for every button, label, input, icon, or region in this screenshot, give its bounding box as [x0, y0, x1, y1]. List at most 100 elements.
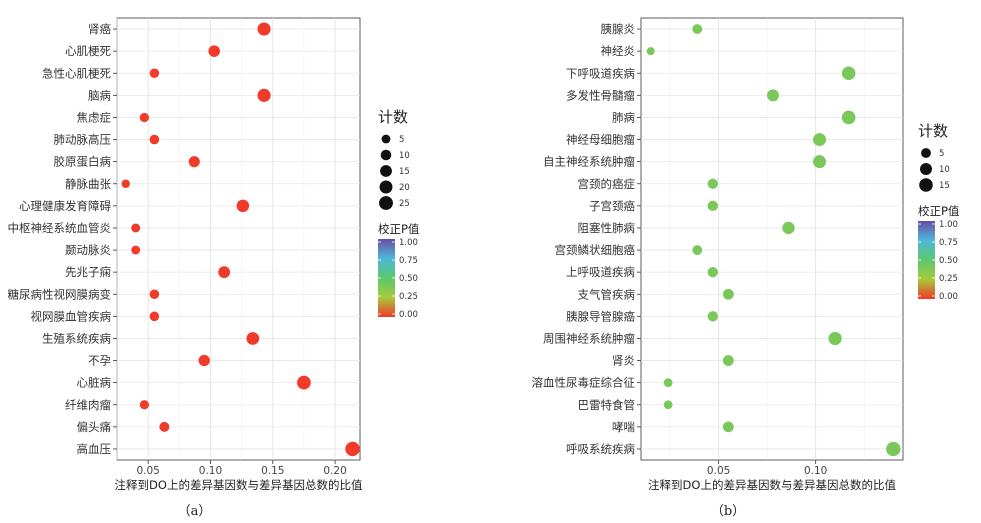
category-label: 宫颈的癌症 — [578, 177, 636, 191]
x-tick-label: 0.05 — [707, 465, 730, 477]
plot-area — [116, 17, 361, 461]
color-legend-bar — [378, 239, 395, 317]
category-label: 中枢神经系统血管炎 — [8, 221, 112, 235]
color-legend-label: 0.75 — [399, 256, 418, 266]
x-axis-title: 注释到DO上的差异基因数与差异基因总数的比值 — [115, 478, 363, 492]
x-axis-title: 注释到DO上的差异基因数与差异基因总数的比值 — [648, 478, 896, 492]
category-label: 急性心肌梗死 — [42, 66, 111, 80]
category-label: 胰腺导管腺癌 — [566, 309, 635, 323]
data-point — [813, 155, 827, 169]
data-point — [707, 311, 718, 322]
panel-label: （b） — [711, 504, 745, 519]
data-point — [692, 245, 703, 255]
x-tick-label: 0.10 — [804, 465, 827, 477]
category-label: 静脉曲张 — [65, 177, 111, 191]
data-point — [841, 110, 856, 125]
category-label: 胰腺炎 — [601, 22, 636, 36]
category-label: 神经母细胞瘤 — [566, 133, 635, 147]
data-point — [198, 354, 210, 367]
size-legend-dot — [381, 134, 391, 144]
category-label: 不孕 — [88, 354, 111, 368]
data-point — [139, 112, 150, 123]
data-point — [149, 134, 160, 145]
category-label: 胶原蛋白病 — [54, 155, 112, 169]
data-point — [828, 331, 842, 346]
panel-a: 肾癌心肌梗死急性心肌梗死脑病焦虑症肺动脉高压胶原蛋白病静脉曲张心理健康发育障碍中… — [8, 17, 420, 519]
plot-area — [640, 17, 904, 461]
size-legend-label: 5 — [399, 135, 404, 145]
data-point — [707, 266, 718, 278]
size-legend-dot — [379, 196, 393, 210]
category-label: 视网膜血管疾病 — [31, 309, 112, 323]
category-label: 上呼吸道疾病 — [566, 265, 635, 279]
category-label: 纤维肉瘤 — [65, 398, 111, 412]
category-label: 周围神经系统肿瘤 — [543, 331, 635, 345]
size-legend-title: 计数 — [378, 108, 408, 126]
x-tick-label: 0.15 — [261, 465, 284, 477]
x-tick-label: 0.05 — [136, 465, 159, 477]
size-legend-dot — [920, 163, 932, 175]
category-label: 高血压 — [77, 442, 112, 456]
data-point — [297, 375, 311, 390]
panel-b: 胰腺炎神经炎下呼吸道疾病多发性骨髓瘤肺病神经母细胞瘤自主神经系统肿瘤宫颈的癌症子… — [532, 17, 960, 519]
data-point — [707, 178, 718, 189]
data-point — [722, 355, 734, 366]
data-point — [208, 45, 220, 57]
data-point — [766, 89, 779, 102]
category-label: 生殖系统疾病 — [42, 331, 111, 345]
category-label: 心肌梗死 — [65, 44, 111, 58]
data-point — [722, 288, 734, 300]
size-legend-dot — [380, 149, 392, 161]
data-point — [246, 332, 260, 345]
x-tick-label: 0.20 — [323, 465, 346, 477]
data-point — [149, 68, 160, 79]
category-label: 下呼吸道疾病 — [566, 66, 635, 80]
color-legend-label: 0.00 — [399, 310, 418, 320]
category-label: 哮喘 — [612, 420, 635, 434]
category-label: 子宫颈癌 — [589, 199, 635, 213]
data-point — [149, 289, 160, 300]
data-point — [646, 47, 655, 56]
color-legend-label: 0.50 — [939, 256, 958, 266]
size-legend-title: 计数 — [918, 122, 948, 140]
data-point — [131, 223, 141, 233]
size-legend-label: 25 — [399, 199, 410, 209]
size-legend-label: 15 — [399, 167, 410, 177]
category-label: 多发性骨髓瘤 — [566, 88, 635, 102]
category-label: 先兆子痫 — [65, 265, 111, 279]
data-point — [692, 24, 703, 34]
data-point — [813, 133, 827, 147]
category-label: 糖尿病性视网膜病变 — [8, 287, 112, 301]
data-point — [257, 22, 271, 36]
size-legend-dot — [919, 178, 933, 192]
data-point — [707, 200, 718, 212]
size-legend-dot — [921, 148, 931, 158]
data-point — [663, 378, 673, 388]
size-legend-label: 20 — [399, 183, 410, 193]
data-point — [149, 311, 160, 322]
category-label: 宫颈鳞状细胞癌 — [555, 243, 636, 257]
size-legend-label: 15 — [939, 181, 950, 191]
data-point — [257, 88, 271, 102]
category-label: 溶血性尿毒症综合征 — [532, 376, 636, 390]
color-legend-label: 1.00 — [399, 238, 418, 248]
data-point — [218, 266, 231, 279]
category-label: 肺病 — [612, 110, 635, 124]
category-label: 肾炎 — [612, 354, 635, 368]
size-legend-label: 10 — [399, 151, 410, 161]
panel-label: （a） — [178, 504, 212, 519]
color-legend-title: 校正P值 — [378, 222, 420, 236]
color-legend-label: 1.00 — [939, 220, 958, 230]
category-label: 呼吸系统疾病 — [566, 442, 635, 456]
category-label: 颞动脉炎 — [65, 243, 111, 257]
data-point — [131, 245, 141, 255]
size-legend-label: 10 — [939, 165, 950, 175]
category-label: 阻塞性肺病 — [578, 221, 636, 235]
category-label: 焦虑症 — [77, 110, 112, 124]
color-legend-label: 0.25 — [399, 292, 418, 302]
color-legend-label: 0.25 — [939, 274, 958, 284]
color-legend-label: 0.75 — [939, 238, 958, 248]
data-point — [722, 421, 734, 433]
data-point — [782, 221, 795, 235]
